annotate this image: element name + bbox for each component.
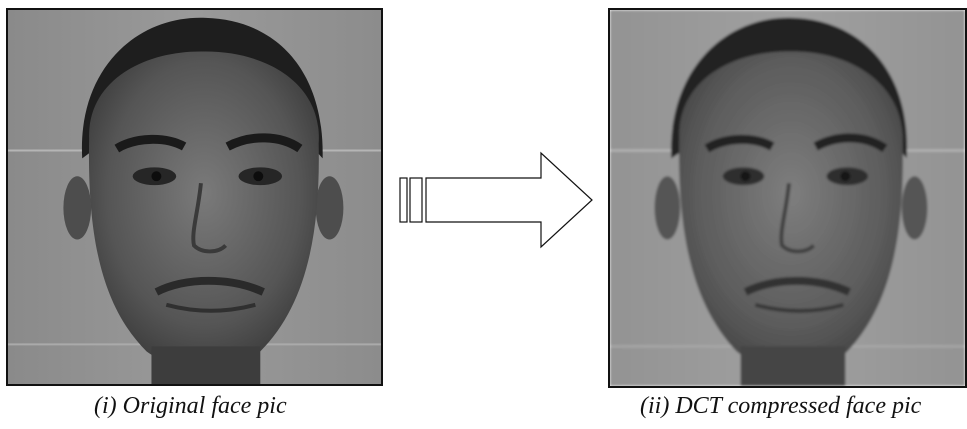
compressed-face-caption: (ii) DCT compressed face pic bbox=[640, 393, 922, 419]
transform-arrow-icon bbox=[399, 151, 593, 249]
compressed-face-photo bbox=[610, 10, 965, 386]
original-face-image bbox=[6, 8, 383, 386]
compressed-face-image bbox=[608, 8, 967, 388]
original-face-caption: (i) Original face pic bbox=[94, 393, 287, 419]
original-face-photo bbox=[8, 10, 381, 384]
